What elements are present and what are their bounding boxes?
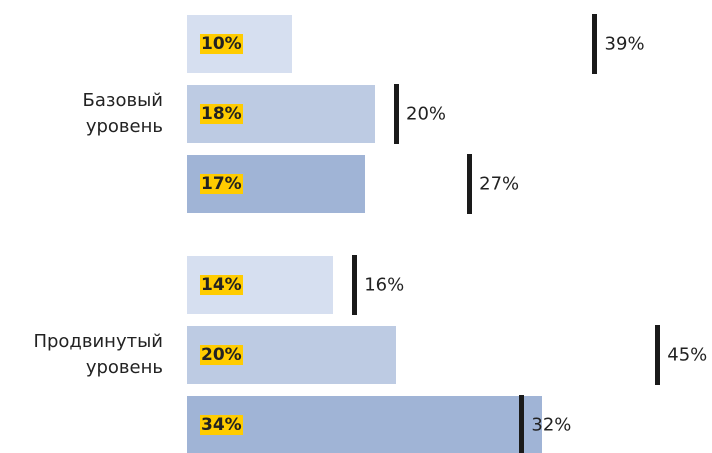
category-label: Продвинутый уровень [33,331,163,378]
marker [466,154,472,214]
bar [187,396,543,453]
marker-label: 20% [406,103,447,125]
marker [654,325,660,385]
value-label: 17% [200,174,243,194]
marker [351,255,357,315]
marker [393,84,399,144]
value-label: 10% [200,34,243,54]
marker-label: 27% [479,173,520,195]
marker [592,14,598,74]
marker-label: 32% [531,414,572,436]
value-label: 18% [200,104,243,124]
marker-label: 39% [604,33,645,55]
marker-label: 16% [364,274,405,296]
marker-label: 45% [667,344,708,366]
marker [518,395,524,453]
value-label: 34% [200,415,243,435]
category-label: Базовый уровень [82,90,163,137]
value-label: 14% [200,275,243,295]
value-label: 20% [200,345,243,365]
